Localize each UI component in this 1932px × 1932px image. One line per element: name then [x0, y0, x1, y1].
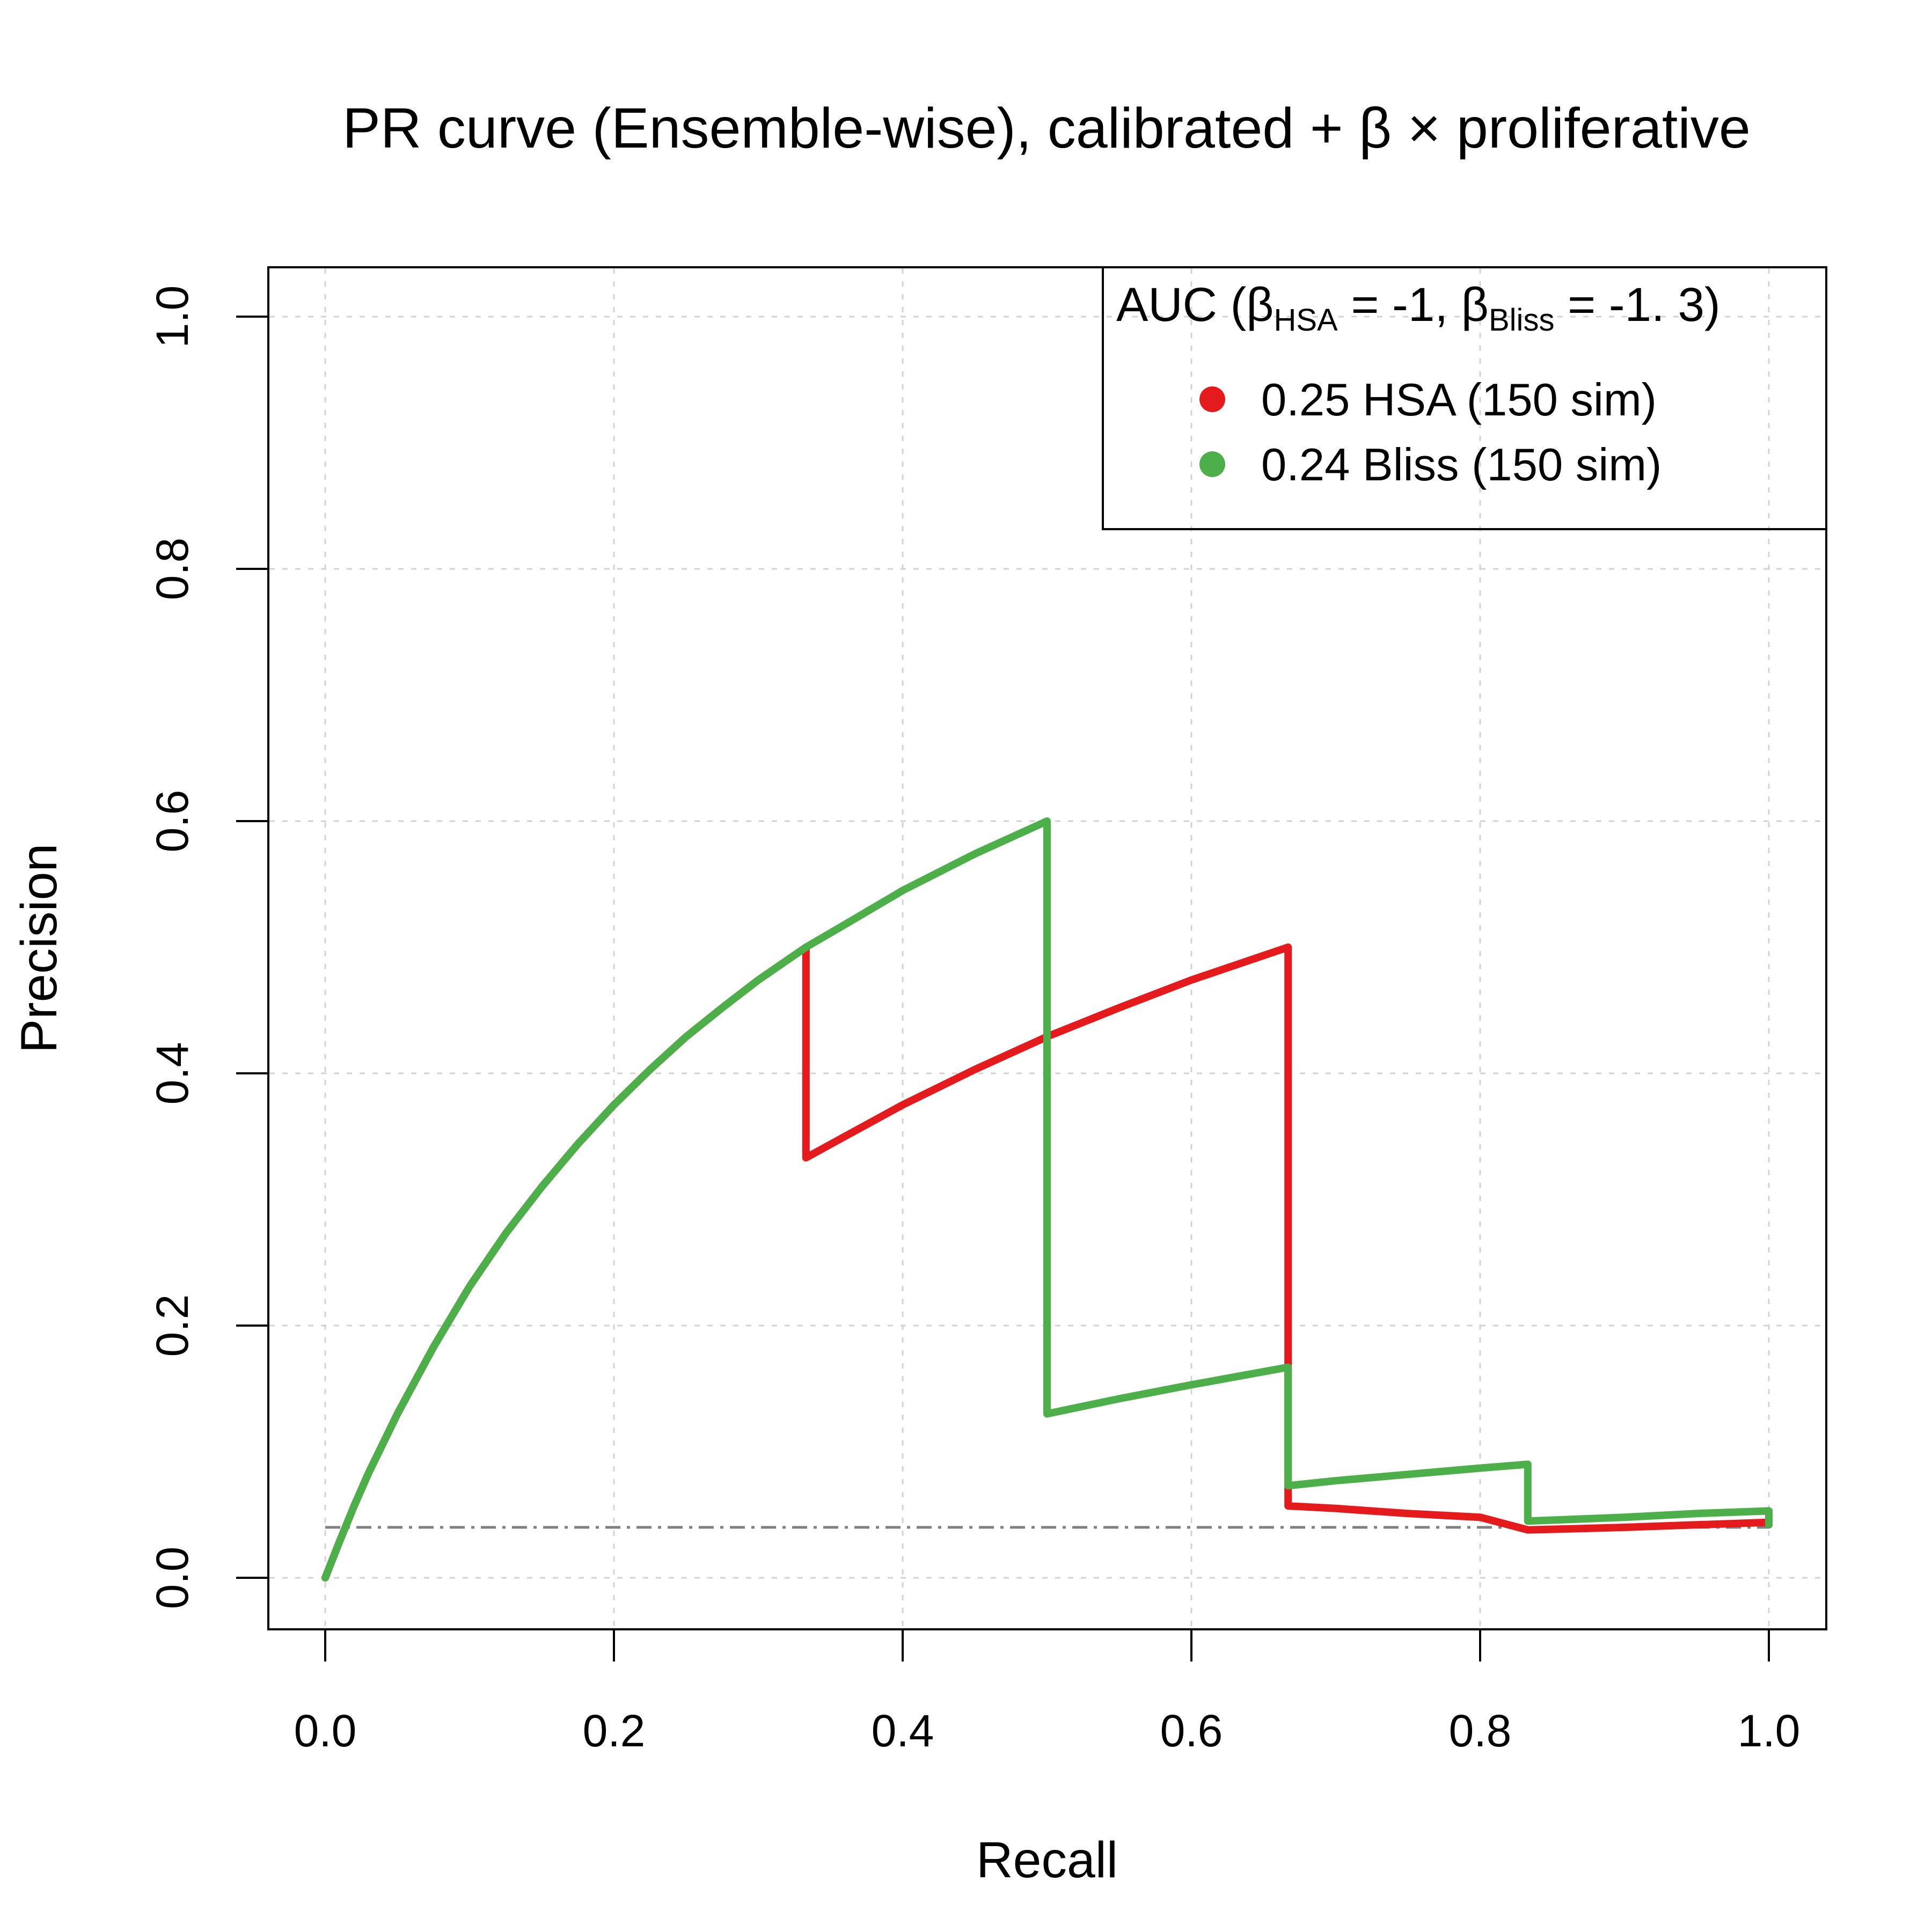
- x-axis-title: Recall: [976, 1832, 1118, 1889]
- legend: AUC (βHSA = -1, βBliss = -1. 3) 0.25 HSA…: [1102, 266, 1827, 530]
- series-lines: [321, 817, 1773, 1582]
- y-axis-title: Precision: [11, 844, 68, 1053]
- legend-box: [1102, 266, 1827, 530]
- y-tick-label-2: 0.4: [147, 1042, 197, 1105]
- x-tick-label-3: 0.6: [1160, 1706, 1223, 1756]
- y-tick-label-5: 1.0: [147, 286, 197, 348]
- y-tick-label-1: 0.2: [147, 1294, 197, 1357]
- x-tick-label-5: 1.0: [1738, 1706, 1801, 1756]
- series-line-bliss: [321, 817, 1773, 1582]
- x-tick-label-4: 0.8: [1449, 1706, 1512, 1756]
- y-tick-label-4: 0.8: [147, 538, 197, 601]
- y-axis: 0.0 0.2 0.4 0.6 0.8 1.0: [147, 286, 269, 1609]
- x-axis: 0.0 0.2 0.4 0.6 0.8 1.0: [294, 1628, 1801, 1756]
- legend-title: AUC (βHSA = -1, βBliss = -1. 3): [1116, 277, 1721, 338]
- x-tick-label-2: 0.4: [872, 1706, 934, 1756]
- y-tick-label-3: 0.6: [147, 790, 197, 853]
- legend-label-hsa: 0.25 HSA (150 sim): [1261, 375, 1657, 426]
- chart-title: PR curve (Ensemble-wise), calibrated + β…: [342, 97, 1751, 160]
- x-tick-label-1: 0.2: [583, 1706, 646, 1756]
- legend-marker-bliss: [1199, 451, 1225, 477]
- legend-marker-hsa: [1199, 386, 1225, 412]
- x-tick-label-0: 0.0: [294, 1706, 357, 1756]
- legend-label-bliss: 0.24 Bliss (150 sim): [1261, 440, 1662, 491]
- y-tick-label-0: 0.0: [147, 1547, 197, 1609]
